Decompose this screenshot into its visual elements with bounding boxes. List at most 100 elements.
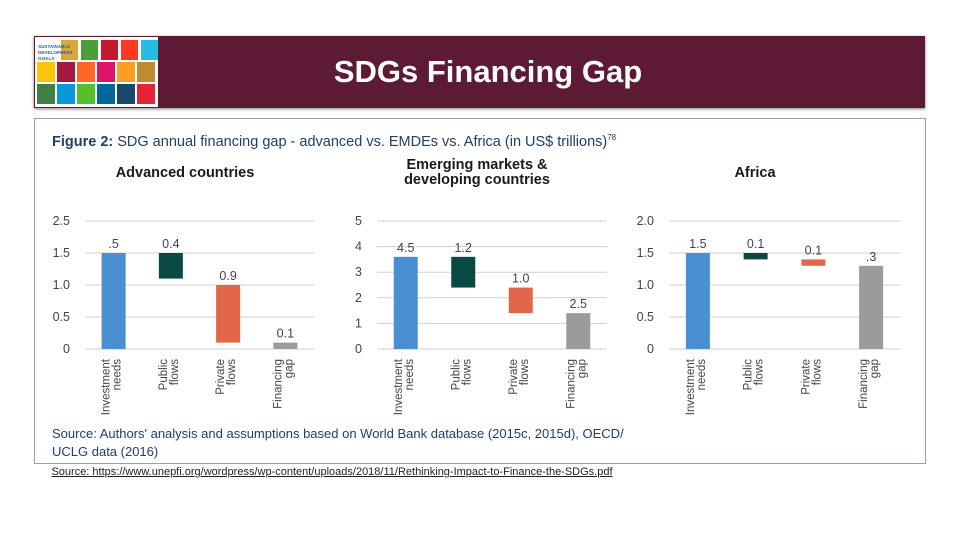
y-tick-label: 5 [355, 214, 362, 228]
x-category-label: Private [215, 359, 227, 395]
panel-title-line: developing countries [404, 172, 550, 188]
sdg-goal-tile [77, 84, 95, 104]
x-category-label: needs [696, 359, 708, 391]
sdg-goal-tile [81, 40, 98, 60]
bar-value-label: 2.5 [570, 297, 587, 311]
x-category-label: Investment [393, 358, 405, 415]
x-category-label: Investment [101, 358, 113, 415]
y-tick-label: 0.5 [53, 310, 70, 324]
x-category-label: flows [811, 359, 823, 385]
bar-investment [393, 256, 418, 349]
sdg-goal-tile [97, 62, 115, 82]
x-category-label: flows [461, 359, 473, 385]
bar-gap [566, 313, 591, 349]
panel-title: Advanced countries [116, 165, 255, 181]
sdg-goal-tile [141, 40, 158, 60]
slide-title: SDGs Financing Gap [333, 54, 643, 89]
y-tick-label: 4 [355, 240, 362, 254]
bar-investment [685, 253, 710, 349]
bar-value-label: 4.5 [397, 241, 414, 255]
sdg-goal-tile [97, 84, 115, 104]
bar-value-label: 0.1 [747, 237, 764, 251]
sdg-goal-tile [77, 62, 95, 82]
sdg-goal-tile [117, 62, 135, 82]
sdg-goal-tile [57, 62, 75, 82]
x-category-label: Investment [685, 358, 697, 415]
bar-public [451, 256, 476, 288]
y-tick-label: 1.5 [637, 246, 654, 260]
x-category-label: gap [576, 359, 588, 378]
bar-public [158, 253, 183, 279]
source-note[interactable]: Source: https://www.unepfi.org/wordpress… [51, 466, 613, 478]
panel-title: Africa [734, 165, 776, 181]
y-tick-label: 2.5 [53, 214, 70, 228]
sdg-goal-tile [101, 40, 118, 60]
bar-value-label: .5 [108, 237, 118, 251]
y-tick-label: 1.0 [53, 278, 70, 292]
bar-value-label: 0.1 [805, 243, 822, 257]
x-category-label: gap [283, 359, 295, 378]
panel-title-line: Emerging markets & [406, 157, 548, 173]
sdg-goal-tiles-icon: SUSTAINABLE DEVELOPMENT GOALS [37, 40, 158, 104]
x-category-label: flows [519, 359, 531, 385]
bar-private [801, 259, 826, 266]
x-category-label: Private [508, 359, 520, 395]
bar-value-label: 1.2 [455, 241, 472, 255]
sdg-goal-tile [37, 62, 55, 82]
y-tick-label: 0 [647, 342, 654, 356]
title-bar [34, 36, 925, 108]
bar-value-label: .3 [866, 250, 876, 264]
figure-caption: Figure 2: SDG annual financing gap - adva… [52, 133, 617, 150]
x-category-label: flows [169, 359, 181, 385]
sdg-goal-tile [137, 84, 155, 104]
x-category-label: Private [800, 359, 812, 395]
figure-caption-label: Figure 2: [52, 134, 113, 150]
x-category-label: Public [743, 359, 755, 391]
logo-line-2: DEVELOPMENT [38, 50, 73, 55]
x-category-label: flows [226, 359, 238, 385]
bar-value-label: 1.5 [689, 237, 706, 251]
y-tick-label: 0.5 [637, 310, 654, 324]
bar-private [508, 287, 533, 314]
logo-line-3: GOALS [38, 56, 54, 61]
figure-caption-superscript: 78 [607, 133, 616, 142]
bar-public [743, 253, 768, 260]
x-category-label: Financing [565, 359, 577, 409]
sdg-goal-tile [121, 40, 138, 60]
sdg-goal-tile [37, 84, 55, 104]
figure-panel: Figure 2: SDG annual financing gap - adva… [34, 118, 926, 464]
sdg-wordmark: SUSTAINABLE DEVELOPMENT GOALS [38, 44, 73, 61]
bar-value-label: 0.9 [219, 269, 236, 283]
x-category-label: Public [158, 359, 170, 391]
x-category-label: gap [869, 359, 881, 378]
x-category-label: Financing [272, 359, 284, 409]
y-tick-label: 1.5 [53, 246, 70, 260]
figure-caption-text: SDG annual financing gap - advanced vs. … [117, 134, 607, 150]
y-tick-label: 2.0 [637, 214, 654, 228]
y-tick-label: 0 [63, 342, 70, 356]
x-category-label: needs [112, 359, 124, 391]
bar-investment [101, 253, 126, 349]
figure-source-line-1: Source: Authors' analysis and assumption… [52, 426, 624, 441]
sdg-goal-tile [57, 84, 75, 104]
bar-gap [273, 342, 298, 349]
x-category-label: Financing [858, 359, 870, 409]
y-tick-label: 3 [355, 265, 362, 279]
bar-gap [859, 265, 884, 349]
x-category-label: needs [404, 359, 416, 391]
y-tick-label: 1.0 [637, 278, 654, 292]
x-category-label: Public [450, 359, 462, 391]
bar-private [216, 285, 241, 343]
sdg-goal-tile [137, 62, 155, 82]
bar-value-label: 0.4 [162, 237, 179, 251]
financing-gap-figure: Figure 2: SDG annual financing gap - adva… [52, 133, 900, 459]
figure-source-line-2: UCLG data (2016) [52, 444, 158, 459]
sdg-goal-tile [61, 40, 78, 60]
y-tick-label: 1 [355, 316, 362, 330]
sdg-goals-logo: SUSTAINABLE DEVELOPMENT GOALS [35, 37, 158, 107]
bar-value-label: 1.0 [512, 272, 529, 286]
y-tick-label: 2 [355, 291, 362, 305]
x-category-label: flows [754, 359, 766, 385]
sdg-goal-tile [117, 84, 135, 104]
bar-value-label: 0.1 [277, 327, 294, 341]
